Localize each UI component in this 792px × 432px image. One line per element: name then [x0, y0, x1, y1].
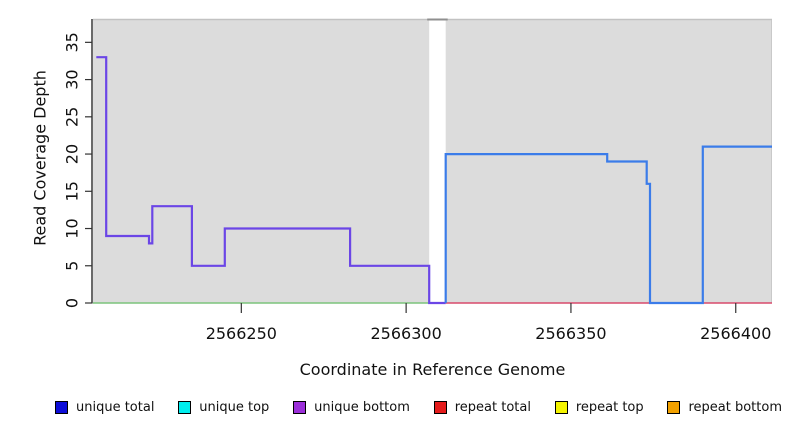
x-tick-label: 2566350: [535, 324, 606, 343]
legend-label: unique bottom: [314, 399, 410, 415]
legend-item-repeat-top: repeat top: [554, 399, 644, 415]
legend-label: repeat bottom: [688, 399, 782, 415]
legend-swatch-unique-bottom: [293, 400, 307, 414]
legend-swatch-repeat-bottom: [667, 400, 681, 414]
legend-label: unique total: [76, 399, 155, 415]
legend-swatch-repeat-total: [433, 400, 447, 414]
y-tick-label: 20: [63, 144, 82, 164]
legend-label: repeat total: [454, 399, 531, 415]
y-tick-label: 35: [63, 32, 82, 52]
series-unique-bottom: [96, 56, 446, 305]
legend-label: unique top: [199, 399, 270, 415]
coverage-chart: 0 5 10 15 20 25 30 35 2566250 2566300 2566350 25664…: [63, 18, 772, 343]
legend-swatch-unique-top: [178, 400, 192, 414]
series-unique-total: [444, 145, 772, 305]
y-tick-label: 0: [63, 298, 82, 308]
y-tick-label: 10: [63, 218, 82, 238]
legend-item-repeat-bottom: repeat bottom: [667, 400, 782, 415]
legend-item-unique-bottom: unique bottom: [293, 400, 410, 415]
y-tick-label: 15: [63, 181, 82, 201]
y-tick-label: 5: [63, 261, 82, 271]
legend-item-unique-total: unique total: [55, 400, 154, 415]
x-axis-title: Coordinate in Reference Genome: [299, 360, 566, 379]
legend-item-repeat-total: repeat total: [433, 399, 531, 415]
x-tick-label: 2566250: [206, 324, 277, 343]
legend: unique total unique top unique bottom repea…: [55, 398, 782, 416]
y-tick-label: 30: [63, 69, 82, 89]
x-tick-label: 2566300: [370, 324, 441, 343]
coverage-gap-band: [429, 20, 446, 303]
x-tick-label: 2566400: [700, 324, 771, 343]
legend-label: repeat top: [575, 399, 644, 415]
legend-swatch-unique-total: [55, 400, 68, 414]
y-axis-title: Read Coverage Depth: [30, 70, 50, 246]
legend-swatch-repeat-top: [554, 400, 568, 414]
y-tick-label: 25: [63, 107, 82, 127]
legend-item-unique-top: unique top: [178, 400, 269, 415]
